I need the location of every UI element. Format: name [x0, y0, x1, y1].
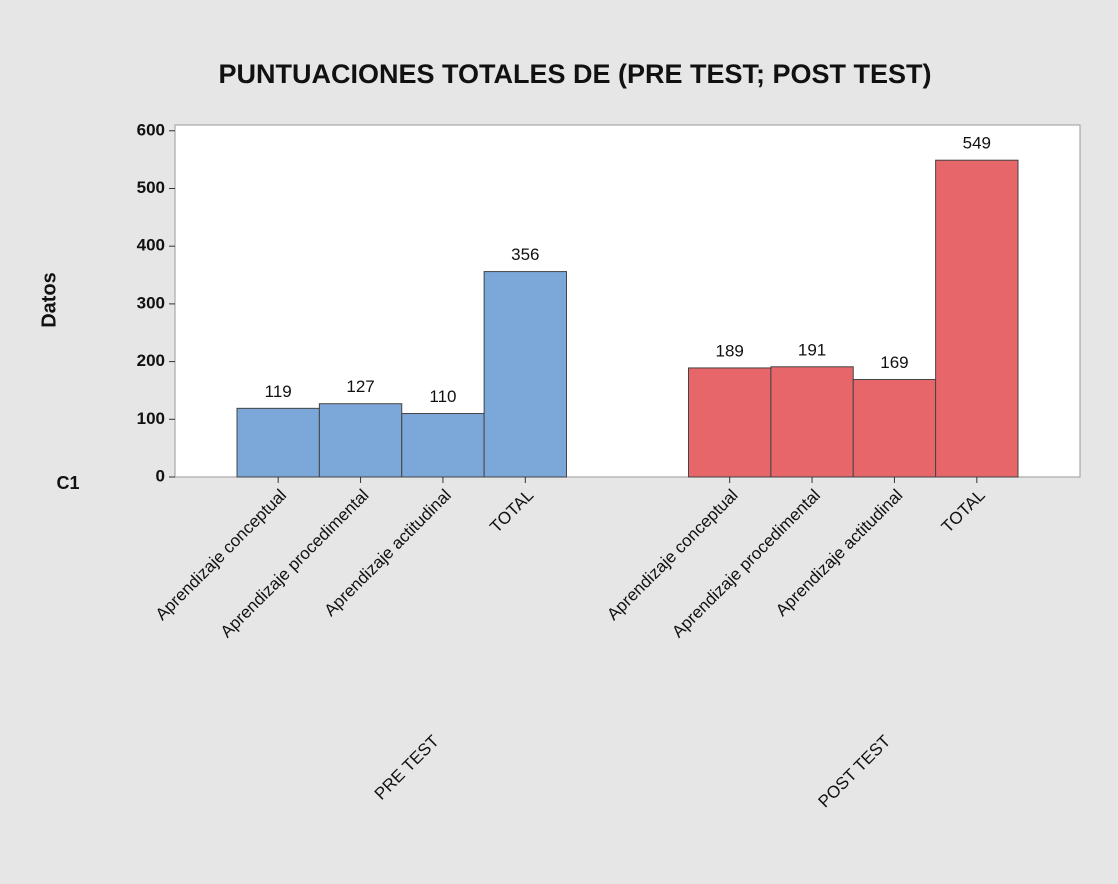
bar — [236, 407, 320, 478]
value-label: 191 — [798, 340, 826, 359]
y-tick-label: 600 — [137, 120, 165, 139]
chart-title: PUNTUACIONES TOTALES DE (PRE TEST; POST … — [218, 59, 931, 89]
y-tick-label: 300 — [137, 293, 165, 312]
y-tick-label: 200 — [137, 351, 165, 370]
value-label: 169 — [880, 353, 908, 372]
y-tick-label: 100 — [137, 409, 165, 428]
value-label: 189 — [716, 341, 744, 360]
value-label: 110 — [429, 387, 456, 406]
bar — [688, 367, 772, 478]
y-axis-label: Datos — [38, 272, 60, 328]
bar — [852, 378, 937, 478]
value-label: 549 — [963, 134, 991, 153]
value-label: 119 — [265, 382, 292, 401]
value-label: 127 — [346, 377, 374, 396]
bar — [770, 366, 854, 478]
value-label: 356 — [511, 245, 539, 264]
bar — [318, 403, 403, 478]
y-tick-label: 500 — [137, 178, 165, 197]
y-tick-label: 400 — [137, 236, 165, 255]
y-tick-label: 0 — [156, 466, 165, 485]
bar — [935, 159, 1019, 478]
bar — [401, 413, 485, 478]
x-axis-label: C1 — [56, 473, 79, 493]
bar — [483, 271, 567, 478]
